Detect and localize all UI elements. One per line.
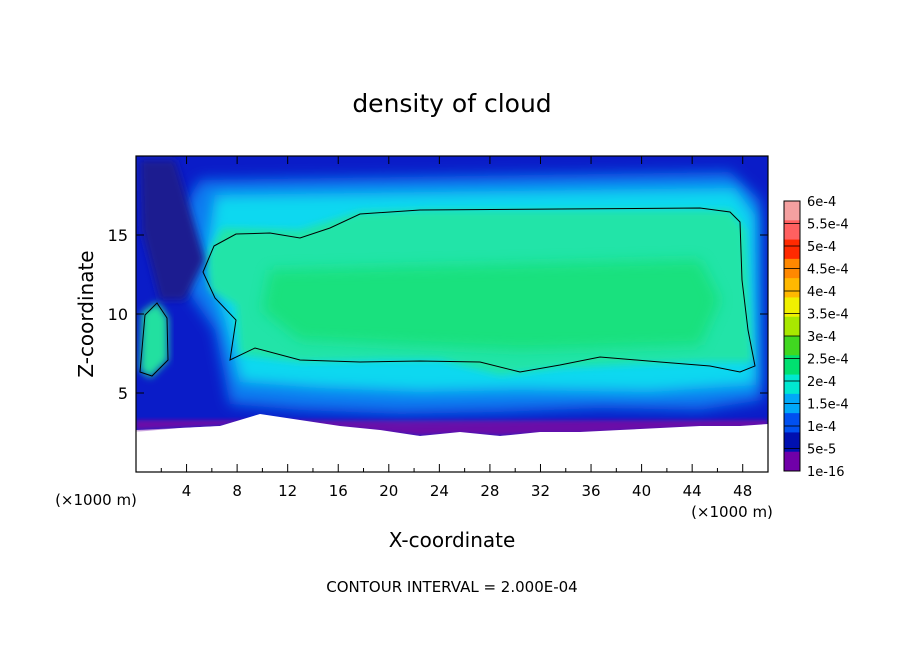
colorbar-swatch xyxy=(784,413,800,433)
contour-line xyxy=(139,207,756,377)
x-tick-label: 44 xyxy=(683,482,702,500)
colorbar-swatch xyxy=(784,316,800,337)
x-tick-label: 24 xyxy=(430,482,449,500)
colorbar-label: 3.5e-4 xyxy=(807,308,849,323)
colorbar-swatch xyxy=(784,336,800,356)
colorbar-label: 4e-4 xyxy=(807,285,836,300)
plot-area xyxy=(136,156,768,472)
colorbar-label: 6e-4 xyxy=(807,195,836,210)
x-unit-right: (×1000 m) xyxy=(691,503,773,521)
y-tick-label: 10 xyxy=(108,305,128,324)
colorbar-swatch xyxy=(784,201,800,221)
colorbar-label: 1e-4 xyxy=(807,420,836,435)
colorbar-label: 1.5e-4 xyxy=(807,398,849,413)
y-tick-label: 15 xyxy=(108,226,128,245)
chart-title: density of cloud xyxy=(352,89,551,118)
colorbar-swatch xyxy=(784,239,800,260)
colorbar-swatch xyxy=(784,432,800,453)
colorbar-label: 5e-5 xyxy=(807,443,836,458)
x-tick-label: 16 xyxy=(329,482,348,500)
x-tick-label: 40 xyxy=(632,482,651,500)
x-axis-ticks: 4 8 12 16 20 24 28 32 36 40 44 48 xyxy=(160,156,752,500)
x-tick-label: 20 xyxy=(379,482,398,500)
x-axis-label: X-coordinate xyxy=(389,528,516,552)
x-tick-label: 48 xyxy=(733,482,752,500)
colorbar-swatch xyxy=(784,220,800,241)
colorbar-label: 2.5e-4 xyxy=(807,353,849,368)
colorbar-label: 2e-4 xyxy=(807,375,836,390)
colorbar-label: 1e-16 xyxy=(807,465,845,480)
x-tick-label: 8 xyxy=(232,482,242,500)
colorbar-swatch xyxy=(784,278,800,298)
y-tick-label: 5 xyxy=(118,384,128,403)
x-tick-label: 4 xyxy=(182,482,192,500)
colorbar-swatch xyxy=(784,297,800,318)
y-axis-ticks: 5 10 15 xyxy=(108,226,768,403)
field-base-gap xyxy=(136,414,768,472)
x-tick-label: 12 xyxy=(278,482,297,500)
colorbar-swatch xyxy=(784,374,800,395)
contour-interval-note: CONTOUR INTERVAL = 2.000E-04 xyxy=(326,578,577,596)
x-unit-left: (×1000 m) xyxy=(55,491,137,509)
x-tick-label: 28 xyxy=(480,482,499,500)
x-tick-label: 36 xyxy=(581,482,600,500)
field-left-pocket xyxy=(140,302,168,378)
field-left-column xyxy=(140,160,205,300)
colorbar-label: 5.5e-4 xyxy=(807,218,849,233)
colorbar: 6e-4 5.5e-4 5e-4 4.5e-4 4e-4 3.5e-4 3e-4 2.5e-4… xyxy=(783,195,849,480)
colorbar-swatch xyxy=(784,355,800,376)
colorbar-swatch xyxy=(784,451,800,472)
colorbar-label: 5e-4 xyxy=(807,240,836,255)
y-axis-label: Z-coordinate xyxy=(74,250,98,377)
colorbar-label: 3e-4 xyxy=(807,330,836,345)
x-tick-label: 32 xyxy=(531,482,550,500)
field-layer-bright xyxy=(262,260,720,350)
colorbar-label: 4.5e-4 xyxy=(807,263,849,278)
